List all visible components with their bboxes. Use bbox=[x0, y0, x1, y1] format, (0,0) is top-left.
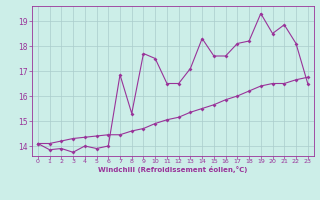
X-axis label: Windchill (Refroidissement éolien,°C): Windchill (Refroidissement éolien,°C) bbox=[98, 166, 247, 173]
